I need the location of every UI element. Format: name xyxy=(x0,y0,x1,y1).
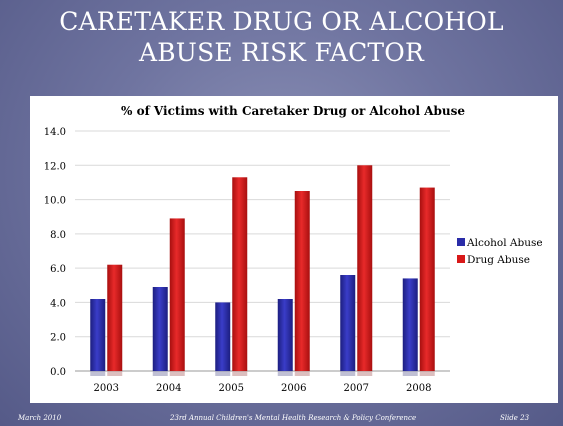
bar-alcohol-abuse xyxy=(90,299,106,371)
bar-drug-abuse xyxy=(169,218,185,371)
bar-shadow xyxy=(294,371,310,376)
y-tick-label: 10.0 xyxy=(44,196,66,207)
x-tick-label: 2008 xyxy=(406,383,431,394)
y-tick-labels: 0.0 2.0 4.0 6.0 8.0 10.0 12.0 14.0 xyxy=(44,127,66,378)
y-tick-label: 4.0 xyxy=(50,298,66,309)
chart-panel: % of Victims with Caretaker Drug or Alco… xyxy=(30,96,558,403)
grid-layer xyxy=(75,130,450,372)
legend-swatch xyxy=(457,255,465,263)
bar-shadow xyxy=(152,371,168,376)
chart-title: % of Victims with Caretaker Drug or Alco… xyxy=(121,104,465,118)
bar-alcohol-abuse xyxy=(340,275,356,371)
bar-layer xyxy=(90,165,435,376)
x-tick-label: 2004 xyxy=(156,383,181,394)
bar-drug-abuse xyxy=(357,165,373,371)
footer-conference: 23rd Annual Children's Mental Health Res… xyxy=(170,414,417,422)
bar-alcohol-abuse xyxy=(152,287,168,371)
bar-shadow xyxy=(169,371,185,376)
bar-alcohol-abuse xyxy=(277,299,293,371)
bar-drug-abuse xyxy=(107,264,123,371)
bar-shadow xyxy=(357,371,373,376)
slide-title-line-2: ABUSE RISK FACTOR xyxy=(138,38,425,67)
bar-shadow xyxy=(215,371,231,376)
legend-swatch xyxy=(457,238,465,246)
bar-shadow xyxy=(402,371,418,376)
slide-title-line-1: CARETAKER DRUG OR ALCOHOL xyxy=(59,7,504,36)
legend: Alcohol Abuse Drug Abuse xyxy=(457,237,543,266)
bar-drug-abuse xyxy=(294,191,310,371)
bar-drug-abuse xyxy=(232,177,248,371)
slide-title: CARETAKER DRUG OR ALCOHOL ABUSE RISK FAC… xyxy=(0,6,563,68)
bar-alcohol-abuse xyxy=(402,278,418,371)
y-tick-label: 6.0 xyxy=(50,264,66,275)
bar-shadow xyxy=(107,371,123,376)
bar-alcohol-abuse xyxy=(215,302,231,371)
bar-shadow xyxy=(340,371,356,376)
y-tick-label: 12.0 xyxy=(44,161,66,172)
x-tick-label: 2005 xyxy=(219,383,244,394)
y-tick-label: 2.0 xyxy=(50,333,66,344)
footer-slide-number: Slide 23 xyxy=(500,414,530,422)
legend-label: Alcohol Abuse xyxy=(466,237,543,249)
x-tick-labels: 2003 2004 2005 2006 2007 2008 xyxy=(94,383,432,394)
y-tick-label: 8.0 xyxy=(50,230,66,241)
bar-chart: % of Victims with Caretaker Drug or Alco… xyxy=(44,104,543,394)
bar-drug-abuse xyxy=(419,187,435,371)
x-tick-label: 2003 xyxy=(94,383,119,394)
bar-shadow xyxy=(419,371,435,376)
bar-shadow xyxy=(232,371,248,376)
footer-date: March 2010 xyxy=(18,414,62,422)
bar-shadow xyxy=(90,371,106,376)
y-tick-label: 0.0 xyxy=(50,367,66,378)
legend-label: Drug Abuse xyxy=(467,254,530,266)
x-tick-label: 2006 xyxy=(281,383,306,394)
bar-shadow xyxy=(277,371,293,376)
x-tick-label: 2007 xyxy=(344,383,369,394)
y-tick-label: 14.0 xyxy=(44,127,66,138)
